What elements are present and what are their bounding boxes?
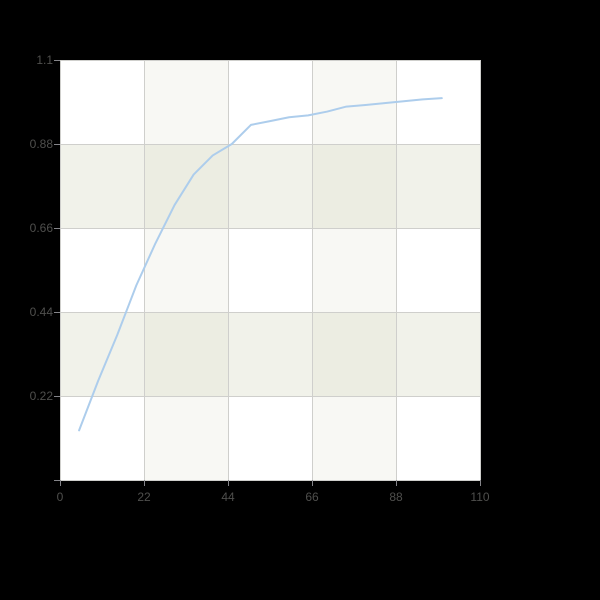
y-shaded-band	[60, 144, 480, 228]
x-tick-label: 110	[470, 490, 489, 504]
x-tick-label: 88	[389, 490, 403, 504]
y-shaded-band	[60, 312, 480, 396]
y-tick-label: 0.88	[30, 137, 54, 151]
series-line	[78, 97, 443, 432]
y-tick-label: 1.1	[36, 53, 53, 67]
y-tick-label: 0.22	[30, 389, 54, 403]
y-tick-label: 0.66	[30, 221, 54, 235]
x-tick-label: 66	[305, 490, 319, 504]
x-tick-label: 22	[137, 490, 151, 504]
plot-area	[60, 60, 480, 480]
y-tick-label: 0.44	[30, 305, 54, 319]
x-tick-label: 44	[221, 490, 235, 504]
x-shaded-band	[144, 60, 228, 480]
x-tick-label: 0	[57, 490, 64, 504]
x-shaded-band	[312, 60, 396, 480]
